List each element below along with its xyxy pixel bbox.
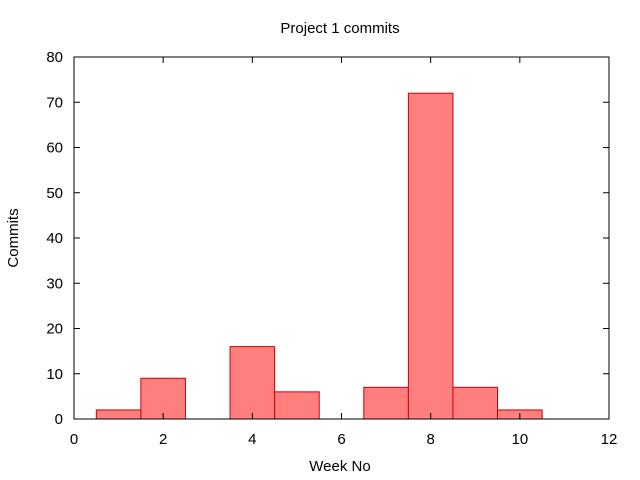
bar-week-2 (140, 377, 186, 420)
bar-week-9 (452, 386, 499, 420)
y-tick-label: 60 (46, 140, 63, 157)
y-tick-label: 10 (46, 366, 63, 383)
x-tick-label: 12 (601, 431, 618, 448)
x-axis-label: Week No (309, 458, 370, 475)
bar-week-7 (363, 386, 409, 420)
ticks-group: 0 2 4 6 8 10 12 0 10 20 30 40 50 60 70 80 (46, 49, 617, 448)
y-tick-label: 30 (46, 275, 63, 292)
x-tick-label: 0 (70, 431, 78, 448)
y-tick-label: 0 (55, 411, 63, 428)
chart-title: Project 1 commits (280, 20, 399, 37)
x-tick-label: 10 (511, 431, 528, 448)
y-tick-label: 20 (46, 321, 63, 338)
plot-frame (73, 56, 610, 420)
y-axis-label: Commits (5, 208, 22, 267)
y-tick-label: 80 (46, 49, 63, 66)
y-tick-label: 40 (46, 230, 63, 247)
bars-group (95, 92, 543, 420)
bar-week-8 (407, 92, 454, 420)
y-tick-label: 70 (46, 94, 63, 111)
y-tick-label: 50 (46, 185, 63, 202)
bar-week-4 (229, 346, 276, 420)
x-tick-label: 2 (159, 431, 167, 448)
x-tick-label: 8 (426, 431, 434, 448)
x-tick-label: 4 (248, 431, 256, 448)
bar-week-1 (95, 409, 142, 420)
x-tick-label: 6 (337, 431, 345, 448)
bar-week-5 (274, 391, 320, 420)
